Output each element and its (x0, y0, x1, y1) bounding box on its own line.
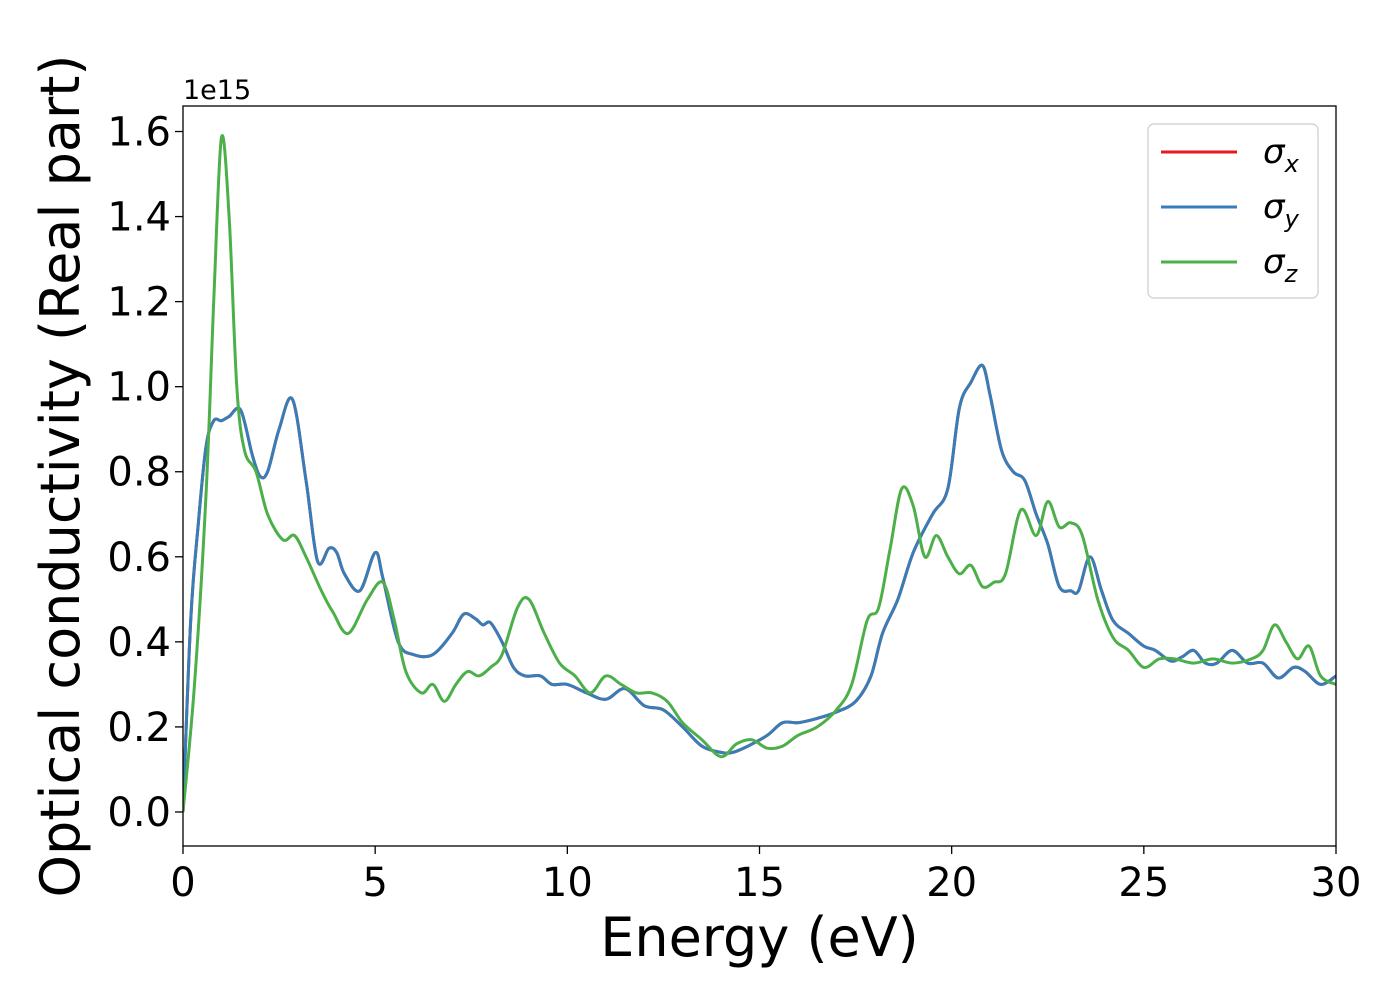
legend: σx σy σz (1147, 123, 1319, 299)
y-tick-label: 0.6 (107, 535, 171, 581)
y-tick-label: 0.2 (107, 705, 171, 751)
legend-label-y: σy (1263, 187, 1300, 233)
x-tick-label: 0 (170, 860, 195, 906)
legend-label-x: σx (1263, 132, 1300, 178)
x-tick-label: 15 (734, 860, 785, 906)
y-tick-label: 1.6 (107, 110, 171, 156)
y-tick-label: 1.2 (107, 280, 171, 326)
legend-box (1147, 123, 1319, 299)
y-tick-label: 0.0 (107, 790, 171, 836)
series-layer (183, 134, 1336, 813)
y-axis: 0.0 0.2 0.4 0.6 0.8 1.0 1.2 1.4 1.6 (107, 110, 183, 836)
x-tick-label: 10 (542, 860, 593, 906)
x-axis-title: Energy (eV) (600, 906, 919, 969)
series-line-z (183, 134, 1336, 813)
x-tick-label: 30 (1311, 860, 1362, 906)
y-tick-label: 1.4 (107, 195, 171, 241)
x-tick-label: 5 (362, 860, 387, 906)
y-offset-label: 1e15 (183, 75, 251, 106)
x-tick-label: 25 (1118, 860, 1169, 906)
x-axis: 0 5 10 15 20 25 30 (170, 846, 1361, 906)
y-tick-label: 0.8 (107, 450, 171, 496)
x-tick-label: 20 (926, 860, 977, 906)
legend-label-z: σz (1263, 242, 1299, 288)
y-axis-title: Optical conductivity (Real part) (29, 55, 92, 898)
y-tick-label: 1.0 (107, 365, 171, 411)
series-line-y (183, 363, 1336, 813)
y-tick-label: 0.4 (107, 620, 171, 666)
